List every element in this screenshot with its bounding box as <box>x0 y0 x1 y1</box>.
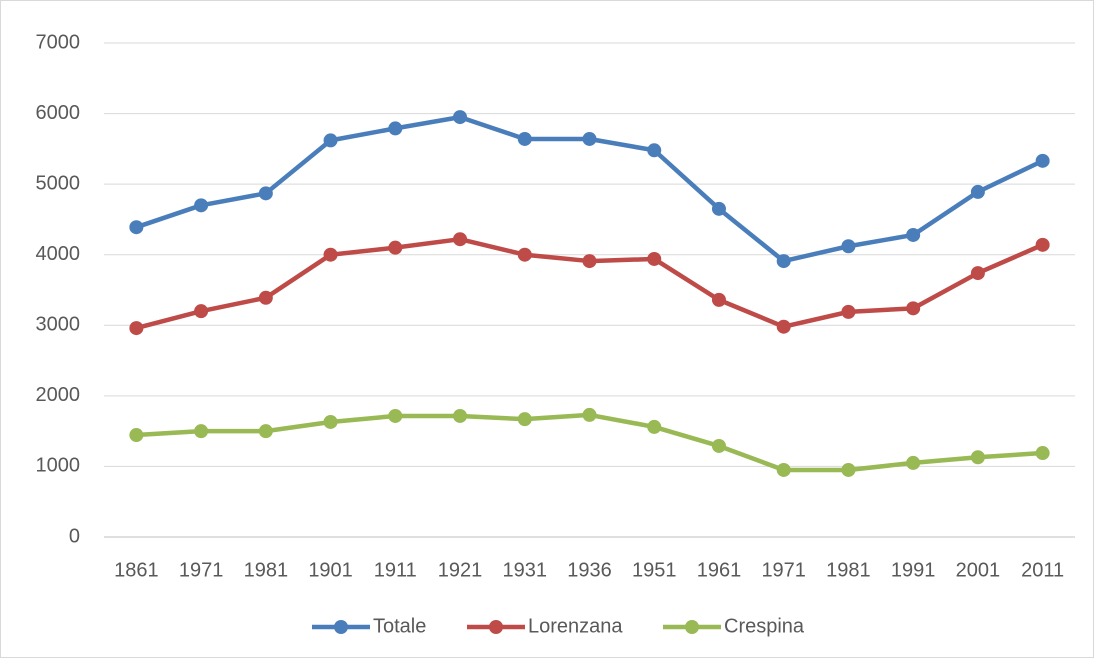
point <box>258 186 273 201</box>
point <box>841 304 856 319</box>
point <box>906 227 921 242</box>
point <box>1035 153 1050 168</box>
point <box>906 455 921 470</box>
point <box>776 319 791 334</box>
point <box>323 247 338 262</box>
point <box>711 438 726 453</box>
point <box>194 198 209 213</box>
y-tick-label: 7000 <box>36 31 81 53</box>
point <box>323 133 338 148</box>
x-tick-label: 1901 <box>308 559 353 581</box>
point <box>258 290 273 305</box>
point <box>453 232 468 247</box>
y-tick-label: 6000 <box>36 102 81 124</box>
x-tick-label: 1911 <box>374 559 417 581</box>
point <box>388 240 403 255</box>
legend-marker <box>685 620 699 634</box>
x-tick-label: 1961 <box>697 559 742 581</box>
point <box>323 414 338 429</box>
point <box>711 201 726 216</box>
y-tick-label: 5000 <box>36 172 81 194</box>
x-tick-label: 1981 <box>826 559 871 581</box>
point <box>258 424 273 439</box>
x-tick-label: 2001 <box>956 559 1001 581</box>
point <box>970 266 985 281</box>
point <box>1035 237 1050 252</box>
legend-label: Totale <box>373 615 426 637</box>
point <box>453 110 468 125</box>
point <box>970 184 985 199</box>
point <box>970 450 985 465</box>
x-tick-label: 1981 <box>244 559 289 581</box>
point <box>194 424 209 439</box>
point <box>517 247 532 262</box>
point <box>129 428 144 443</box>
point <box>388 121 403 136</box>
point <box>647 419 662 434</box>
y-tick-label: 0 <box>69 525 80 547</box>
x-tick-label: 1861 <box>114 559 159 581</box>
x-tick-label: 1971 <box>761 559 806 581</box>
point <box>841 462 856 477</box>
x-tick-label: 1951 <box>632 559 677 581</box>
legend-label: Lorenzana <box>528 615 623 637</box>
point <box>129 321 144 336</box>
x-tick-label: 1921 <box>438 559 483 581</box>
point <box>129 220 144 235</box>
point <box>647 251 662 266</box>
point <box>647 143 662 158</box>
point <box>906 301 921 316</box>
legend-marker <box>334 620 348 634</box>
point <box>776 462 791 477</box>
legend-marker <box>489 620 503 634</box>
x-tick-label: 1931 <box>503 559 548 581</box>
x-tick-label: 1936 <box>567 559 612 581</box>
y-tick-label: 3000 <box>36 314 81 336</box>
y-tick-label: 2000 <box>36 384 81 406</box>
legend-label: Crespina <box>724 615 805 637</box>
point <box>841 239 856 254</box>
point <box>388 408 403 423</box>
point <box>194 304 209 319</box>
point <box>776 254 791 269</box>
x-tick-label: 1971 <box>179 559 224 581</box>
point <box>1035 446 1050 461</box>
x-tick-label: 2011 <box>1021 559 1064 581</box>
point <box>711 292 726 307</box>
point <box>582 131 597 146</box>
x-tick-label: 1991 <box>891 559 936 581</box>
y-tick-label: 1000 <box>36 455 81 477</box>
point <box>582 407 597 422</box>
point <box>582 254 597 269</box>
point <box>517 131 532 146</box>
point <box>517 412 532 427</box>
y-tick-label: 4000 <box>36 243 81 265</box>
point <box>453 408 468 423</box>
